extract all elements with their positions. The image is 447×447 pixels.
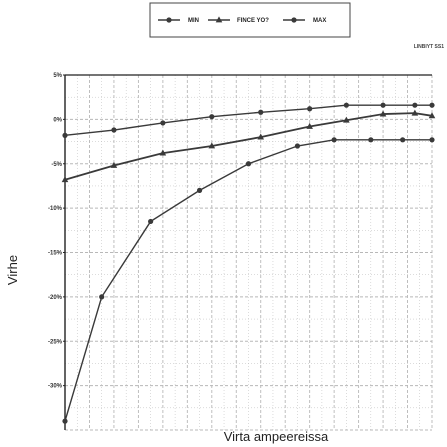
y-tick-label: -10%: [48, 206, 63, 212]
data-point-triangle: [379, 110, 387, 117]
data-point-triangle: [61, 176, 69, 183]
legend-label: FINCE YO?: [237, 18, 269, 24]
y-tick-label: -25%: [48, 339, 63, 345]
data-point: [343, 102, 349, 108]
data-point: [429, 137, 435, 143]
legend-entry: FINCE YO?: [208, 16, 269, 24]
data-point: [160, 120, 166, 126]
data-point: [294, 143, 301, 149]
data-point: [245, 161, 252, 167]
series-max: [62, 102, 435, 138]
data-point-triangle: [411, 109, 419, 116]
data-point: [166, 17, 172, 23]
legend-entry: MAX: [283, 17, 326, 24]
y-axis-title: Virhe: [5, 255, 20, 285]
y-tick-label: -15%: [48, 251, 63, 257]
data-point: [429, 102, 435, 108]
y-tick-label: -5%: [51, 162, 62, 168]
data-point: [331, 137, 337, 143]
data-point: [307, 106, 313, 112]
y-tick-label: -30%: [48, 384, 63, 390]
series-min: [62, 137, 435, 424]
legend-label: MAX: [313, 18, 326, 24]
data-point: [99, 294, 105, 300]
series-group: [61, 102, 436, 424]
data-point: [62, 418, 68, 424]
data-point-triangle: [343, 116, 350, 123]
chart-annotation: LINBIYT SS1: [414, 44, 445, 50]
series-fince-yo-: [61, 109, 436, 183]
data-point-triangle: [159, 149, 167, 156]
y-tick-label: 5%: [53, 73, 62, 79]
data-point-triangle: [306, 122, 313, 129]
data-point: [148, 218, 154, 225]
series-line: [64, 104, 432, 137]
data-point: [380, 102, 386, 108]
series-line: [64, 139, 432, 422]
data-point: [62, 132, 68, 138]
data-point-triangle: [208, 142, 216, 149]
data-point: [209, 114, 215, 120]
legend: MIN FINCE YO? MAX: [149, 2, 351, 38]
x-axis-title: Virta ampeereissa: [224, 429, 329, 444]
y-tick-label: -20%: [48, 295, 63, 301]
y-tick-labels: 5% 0% -5% -10% -15% -20% -25% -30%: [48, 73, 65, 390]
legend-items: MIN FINCE YO? MAX: [158, 16, 326, 24]
data-point-triangle: [257, 133, 265, 140]
data-point-triangle: [215, 16, 223, 23]
data-point-triangle: [428, 112, 436, 119]
series-line: [64, 112, 433, 181]
data-point: [111, 127, 117, 133]
grid: [65, 74, 433, 431]
data-point: [400, 137, 406, 143]
legend-label: MIN: [188, 18, 199, 24]
y-tick-label: 0%: [53, 117, 62, 123]
legend-box: [149, 2, 351, 38]
legend-entry: MIN: [158, 17, 199, 24]
data-point: [196, 187, 203, 193]
data-point: [412, 102, 418, 108]
data-point: [291, 17, 297, 23]
data-point: [368, 137, 374, 143]
data-point: [258, 109, 264, 115]
data-point-triangle: [110, 161, 118, 168]
